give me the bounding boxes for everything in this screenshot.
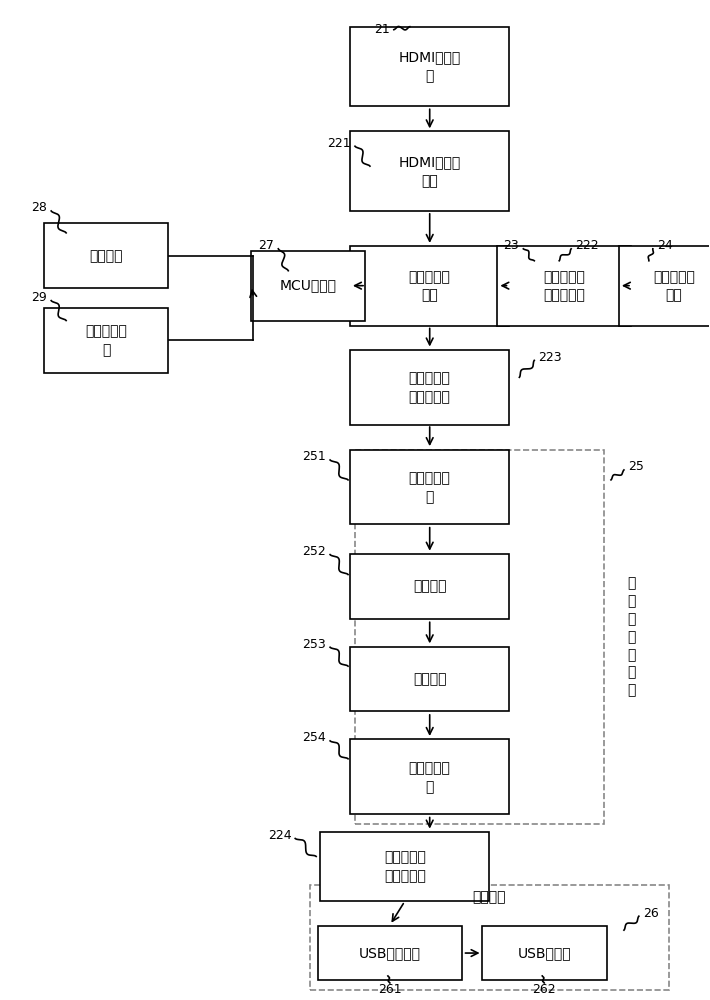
Text: 261: 261 — [378, 983, 402, 996]
Text: 视: 视 — [628, 594, 636, 608]
Bar — [482, 926, 606, 980]
Bar — [350, 350, 509, 425]
Bar — [350, 739, 509, 814]
Text: 第一音视频: 第一音视频 — [543, 270, 585, 284]
Bar — [44, 308, 168, 373]
Bar — [350, 27, 509, 106]
Text: 双通道输出: 双通道输出 — [409, 270, 451, 284]
Bar — [350, 131, 509, 211]
Text: 压缩模块: 压缩模块 — [413, 579, 447, 593]
Text: 块: 块 — [628, 684, 636, 698]
Text: 口: 口 — [425, 69, 434, 83]
Bar — [350, 647, 509, 711]
Text: 音: 音 — [628, 576, 636, 590]
Text: 262: 262 — [532, 983, 556, 996]
Text: 数据缓冲区: 数据缓冲区 — [409, 390, 451, 404]
Text: 录像开关: 录像开关 — [89, 249, 123, 263]
Text: 处: 处 — [628, 630, 636, 644]
Text: HDMI输入接: HDMI输入接 — [398, 51, 461, 65]
Text: 26: 26 — [643, 907, 659, 920]
Text: HDMI数据缓: HDMI数据缓 — [398, 155, 461, 169]
Bar — [350, 554, 509, 619]
Bar — [310, 885, 669, 990]
Text: 27: 27 — [258, 239, 274, 252]
Bar — [44, 223, 168, 288]
Text: 23: 23 — [503, 239, 519, 252]
Text: 253: 253 — [302, 638, 326, 651]
Text: 252: 252 — [302, 545, 326, 558]
Bar — [355, 450, 604, 824]
Text: 29: 29 — [31, 291, 47, 304]
Text: 缩放模块: 缩放模块 — [413, 672, 447, 686]
Text: 223: 223 — [538, 351, 562, 364]
Bar — [317, 926, 462, 980]
Bar — [320, 832, 489, 901]
Text: 冲区: 冲区 — [421, 174, 438, 188]
Text: MCU控制器: MCU控制器 — [280, 279, 337, 293]
Text: 音视频编码: 音视频编码 — [409, 471, 451, 485]
Text: 224: 224 — [268, 829, 291, 842]
Text: 参数设置模: 参数设置模 — [85, 324, 127, 338]
Text: 器: 器 — [425, 780, 434, 794]
Text: 频: 频 — [628, 612, 636, 626]
Text: 块: 块 — [102, 343, 110, 357]
Text: 第二音视频: 第二音视频 — [409, 371, 451, 385]
Bar — [251, 251, 366, 321]
Text: 21: 21 — [374, 23, 390, 36]
Bar — [350, 246, 509, 326]
Text: 模: 模 — [628, 666, 636, 680]
Text: 音视频合成: 音视频合成 — [409, 761, 451, 775]
Text: 理: 理 — [628, 648, 636, 662]
Text: 28: 28 — [31, 201, 47, 214]
Text: 222: 222 — [575, 239, 599, 252]
Text: 存储模块: 存储模块 — [473, 890, 506, 904]
Text: 221: 221 — [327, 137, 351, 150]
Bar — [350, 450, 509, 524]
Bar — [497, 246, 631, 326]
Text: 254: 254 — [302, 731, 326, 744]
Text: 数据缓冲区: 数据缓冲区 — [543, 289, 585, 303]
Bar — [619, 246, 710, 326]
Text: 数据缓冲区: 数据缓冲区 — [384, 869, 426, 883]
Text: 模块: 模块 — [421, 289, 438, 303]
Text: USB读写模块: USB读写模块 — [359, 946, 421, 960]
Text: 电路: 电路 — [665, 289, 682, 303]
Text: 24: 24 — [657, 239, 672, 252]
Text: 251: 251 — [302, 450, 326, 463]
Text: USB存储器: USB存储器 — [518, 946, 571, 960]
Text: 第三音视频: 第三音视频 — [384, 850, 426, 864]
Text: 25: 25 — [628, 460, 644, 473]
Text: 器: 器 — [425, 490, 434, 504]
Text: 显示器显示: 显示器显示 — [652, 270, 694, 284]
